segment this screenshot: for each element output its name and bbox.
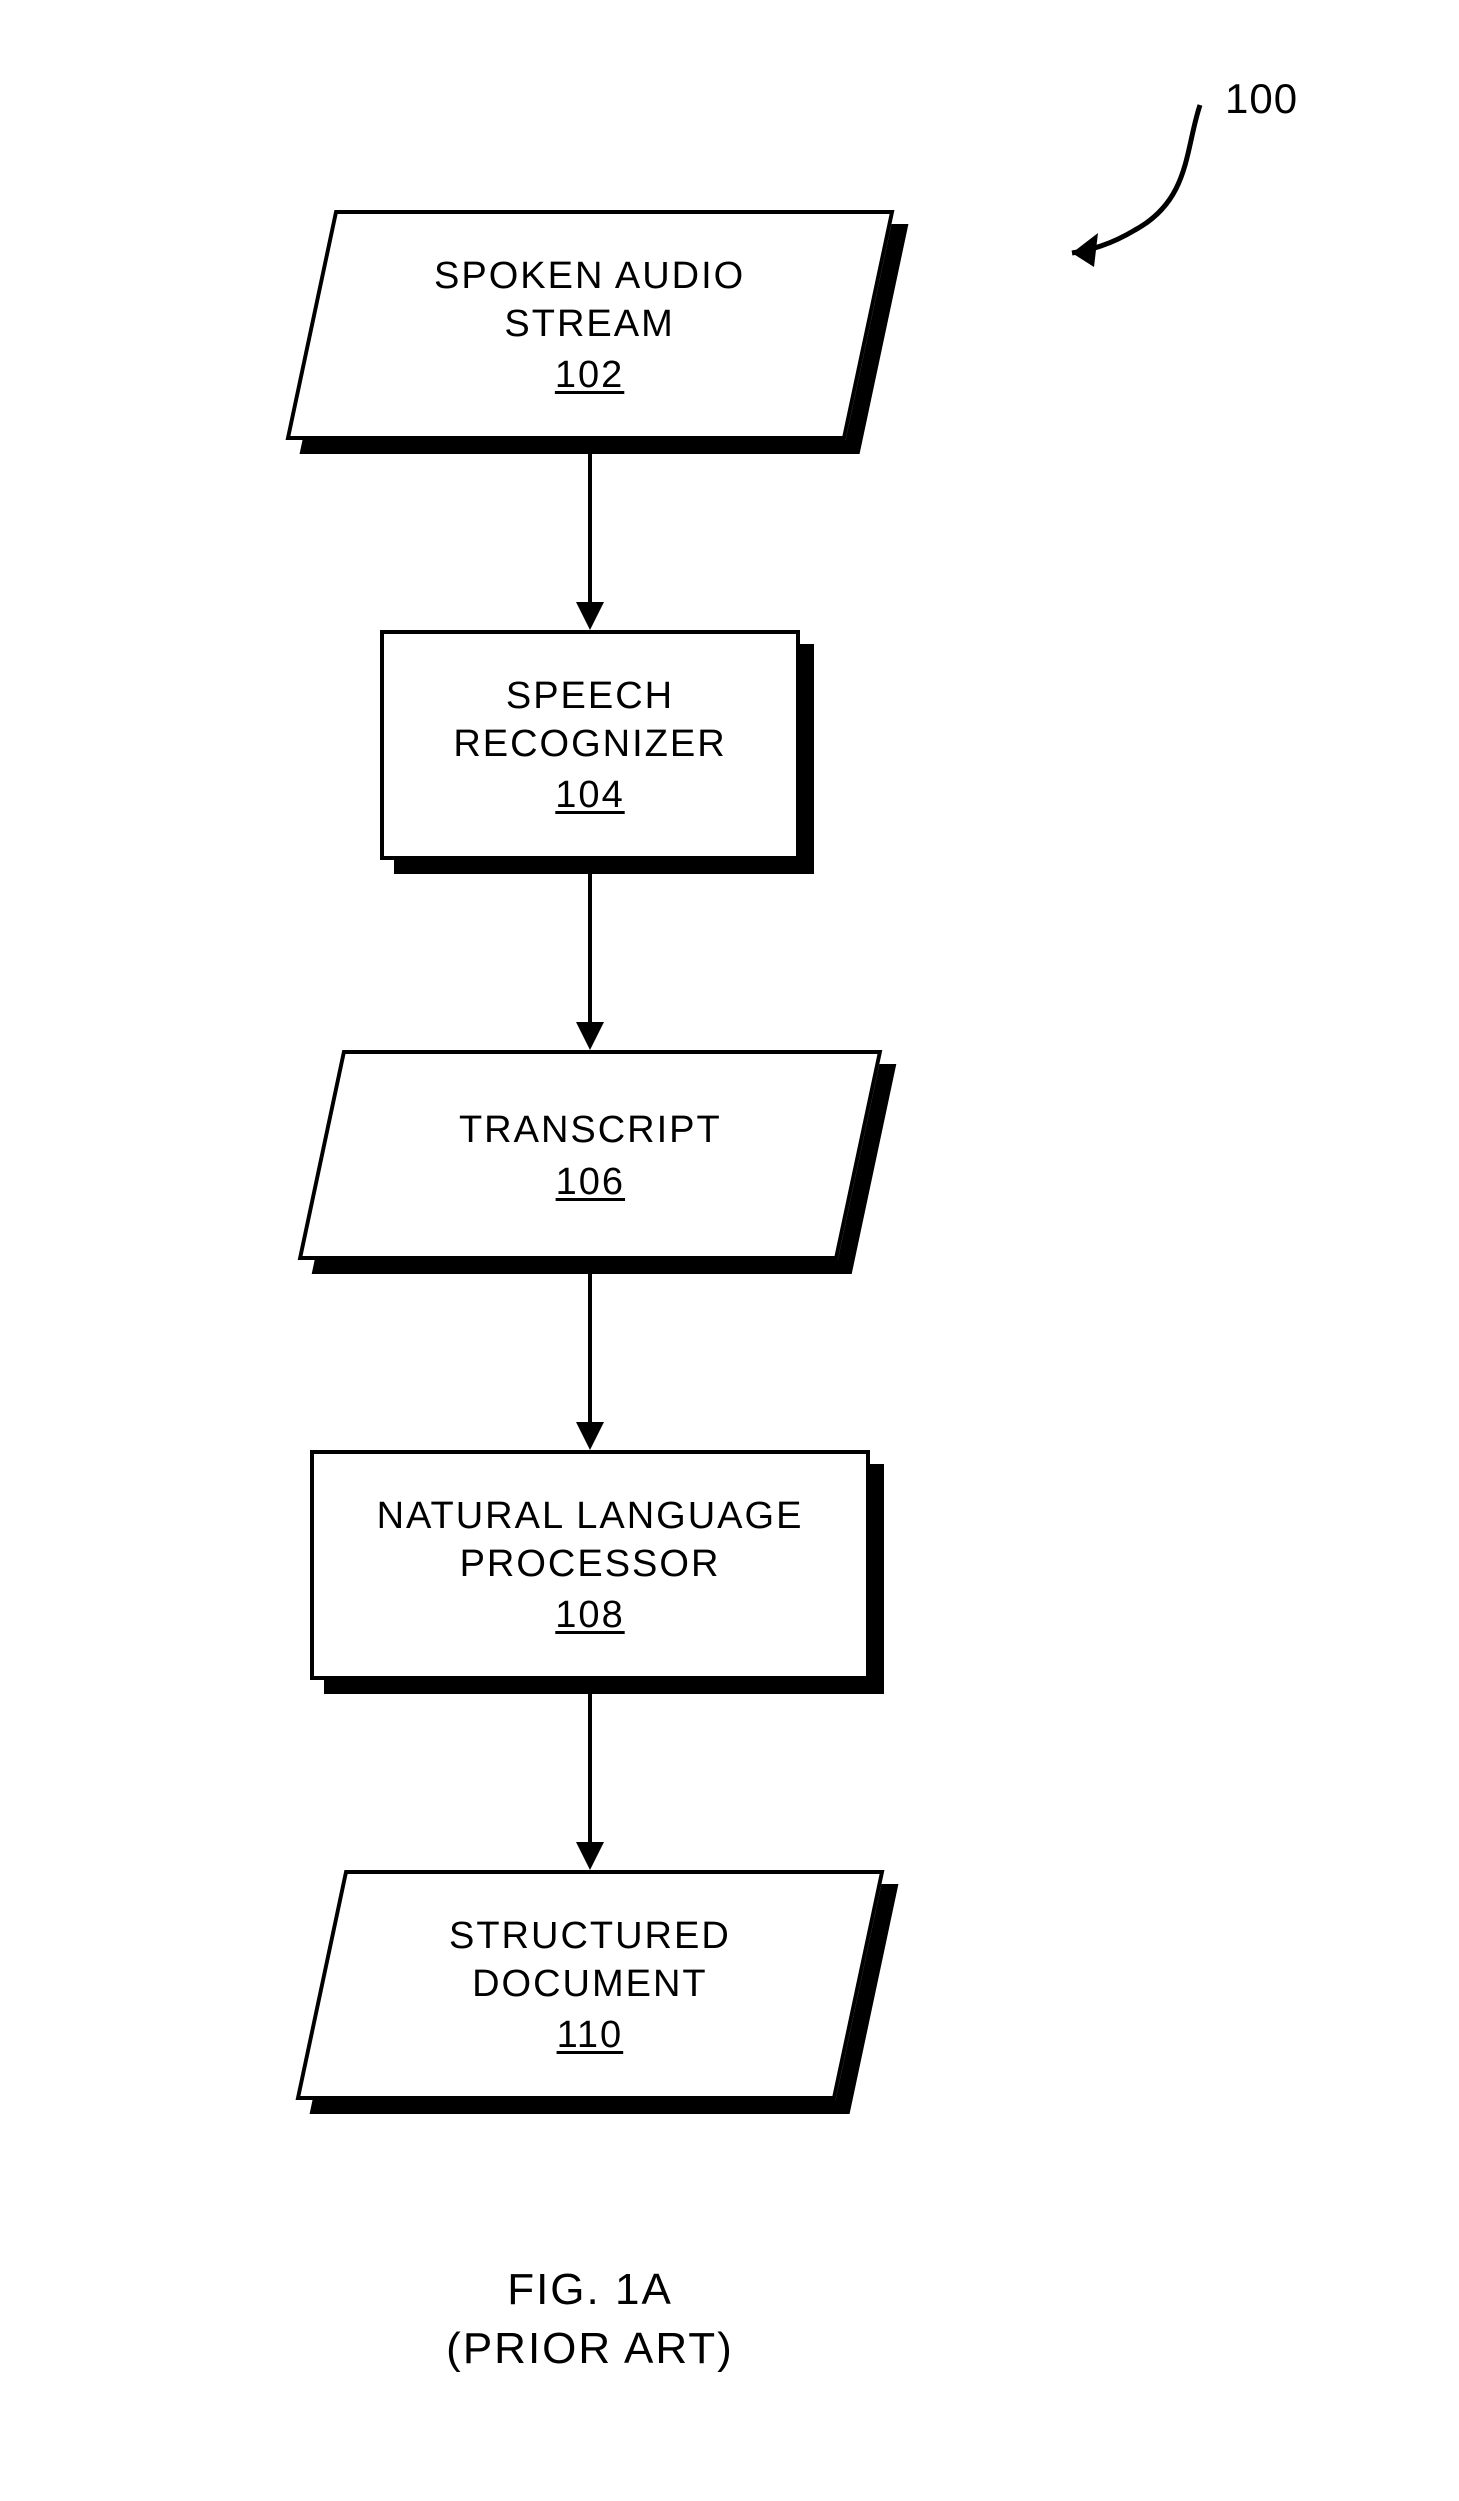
node-label: STRUCTUREDDOCUMENT	[449, 1913, 731, 2008]
caption-line-1: FIG. 1A	[390, 2260, 790, 2319]
node-speech-recognizer: SPEECHRECOGNIZER 104	[380, 630, 800, 860]
caption-line-2: (PRIOR ART)	[390, 2319, 790, 2378]
node-ref: 102	[434, 354, 745, 397]
figure-caption: FIG. 1A (PRIOR ART)	[390, 2260, 790, 2379]
node-label: SPEECHRECOGNIZER	[453, 673, 726, 768]
node-nlp: NATURAL LANGUAGEPROCESSOR 108	[310, 1450, 870, 1680]
flowchart-canvas: 100 SPOKEN AUDIOSTREAM 102 SPEECHRECOGNI…	[0, 0, 1459, 2501]
node-spoken-audio-stream: SPOKEN AUDIOSTREAM 102	[310, 210, 870, 440]
node-structured-document: STRUCTUREDDOCUMENT 110	[320, 1870, 860, 2100]
node-label: NATURAL LANGUAGEPROCESSOR	[377, 1493, 804, 1588]
diagram-ref-number: 100	[1225, 75, 1298, 123]
node-label: TRANSCRIPT	[459, 1107, 722, 1155]
node-ref: 104	[555, 774, 624, 817]
ref-pointer-arrow	[1040, 95, 1230, 285]
node-transcript: TRANSCRIPT 106	[320, 1050, 860, 1260]
node-ref: 110	[449, 2014, 731, 2057]
node-ref: 108	[555, 1594, 624, 1637]
node-label: SPOKEN AUDIOSTREAM	[434, 253, 745, 348]
node-ref: 106	[459, 1160, 722, 1203]
